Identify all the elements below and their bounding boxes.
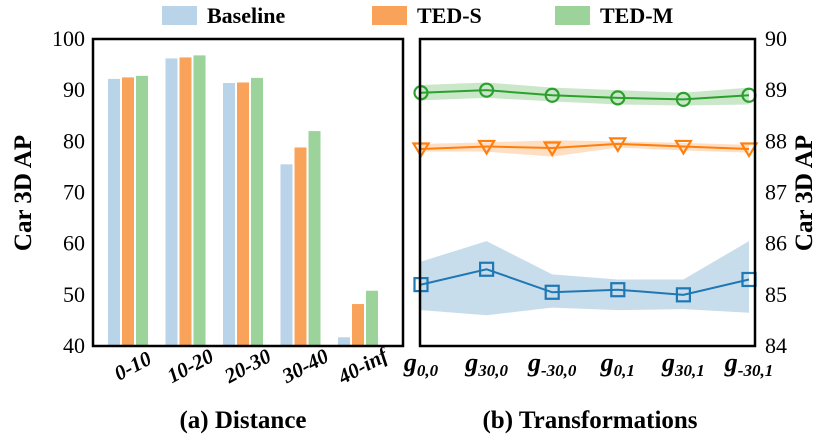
right-x-ticks: g0,0 g30,0 g-30,0 g0,1 g30,1 g-30,1: [403, 348, 773, 380]
bar-baseline-0-10: [108, 78, 120, 346]
x-tick-label: 30-40: [277, 343, 333, 388]
x-tick-label: 0-10: [110, 346, 156, 385]
bar-baseline-30-40: [280, 164, 293, 346]
bar-baseline-20-30: [223, 83, 235, 347]
right-y-tick-label: 88: [765, 128, 787, 153]
marker-ted-s: [608, 137, 628, 154]
x-tick-label: 20-30: [220, 343, 276, 388]
marker-ted-m: [675, 91, 692, 107]
x-tick-label: g0,1: [600, 348, 635, 380]
line-baseline: [420, 268, 750, 296]
x-tick-label: g-30,0: [527, 348, 577, 380]
bar-ted-m-20-30: [251, 77, 263, 347]
x-tick-label: 40-inf: [333, 342, 393, 389]
transformations-subtitle: (b) Transformations: [482, 407, 697, 434]
legend-swatch-ted-m: [555, 6, 590, 25]
marker-ted-s: [542, 141, 562, 158]
left-plot-frame: [91, 37, 405, 348]
x-tick-label: g30,1: [661, 348, 705, 380]
legend-swatch-ted-s: [372, 6, 407, 25]
bar-ted-s-20-30: [237, 82, 249, 346]
legend-label-ted-s: TED-S: [417, 3, 482, 28]
bar-ted-m-0-10: [136, 75, 148, 346]
bar-ted-m-30-40: [308, 131, 321, 346]
distance-bar-chart: 40 50 60 70 80 90 100 0-10 10-20 20-30 30-40 40-in…: [10, 26, 405, 434]
right-y-ticks: 84 85 86 87 88 89 90: [765, 26, 787, 358]
bar-ted-m-10-20: [193, 55, 206, 347]
legend-swatch-baseline: [162, 6, 197, 25]
bar-ted-s-40-inf: [352, 304, 364, 346]
band-baseline: [421, 241, 749, 316]
right-y-tick-label: 89: [765, 77, 787, 102]
marker-ted-m: [544, 87, 560, 103]
series-lines: [420, 89, 750, 296]
x-tick-label: g0,0: [403, 348, 439, 380]
left-y-tick-label: 50: [63, 282, 85, 307]
right-y-tick-label: 86: [765, 231, 787, 256]
marker-baseline: [544, 284, 560, 300]
left-y-tick-label: 80: [63, 128, 85, 153]
right-y-tick-label: 85: [765, 282, 787, 307]
marker-ted-s: [673, 139, 693, 156]
x-tick-label: g30,0: [464, 348, 508, 380]
line-ted-s: [420, 142, 750, 151]
band-ted-s: [421, 140, 749, 157]
marker-ted-m: [610, 90, 626, 106]
line-ted-m: [420, 89, 750, 101]
right-y-tick-label: 84: [765, 333, 787, 358]
bar-ted-s-10-20: [179, 57, 192, 347]
right-y-axis-label: Car 3D AP: [791, 135, 818, 251]
marker-baseline: [479, 261, 495, 277]
left-y-tick-label: 70: [63, 180, 85, 205]
legend-label-ted-m: TED-M: [600, 3, 674, 28]
right-y-tick-label: 90: [765, 26, 787, 51]
left-y-tick-label: 100: [52, 26, 85, 51]
marker-ted-s: [477, 139, 497, 156]
left-y-tick-label: 60: [63, 231, 85, 256]
band-ted-m: [421, 82, 749, 106]
marker-baseline: [610, 282, 626, 298]
distance-subtitle: (a) Distance: [179, 407, 306, 434]
left-y-axis-label: Car 3D AP: [10, 135, 37, 251]
left-y-tick-label: 90: [63, 77, 85, 102]
bar-ted-m-40-inf: [366, 290, 378, 346]
marker-ted-s: [739, 142, 759, 159]
right-plot-frame: [418, 37, 757, 348]
bar-baseline-40-inf: [338, 337, 350, 346]
legend: Baseline TED-S TED-M: [162, 3, 674, 28]
bar-ted-s-0-10: [122, 77, 134, 346]
confidence-bands: [421, 82, 749, 316]
marker-baseline: [675, 287, 692, 303]
marker-ted-m: [479, 82, 495, 98]
left-y-ticks: 40 50 60 70 80 90 100: [52, 26, 85, 358]
right-y-tick-label: 87: [765, 180, 787, 205]
bar-baseline-10-20: [165, 58, 178, 347]
left-x-ticks: 0-10 10-20 20-30 30-40 40-inf: [110, 342, 393, 389]
legend-label-baseline: Baseline: [207, 3, 285, 28]
x-tick-label: 10-20: [163, 343, 218, 387]
bar-ted-s-30-40: [294, 147, 307, 346]
left-y-tick-label: 40: [63, 333, 85, 358]
x-tick-label: g-30,1: [724, 348, 773, 380]
distance-bars: [108, 55, 378, 347]
